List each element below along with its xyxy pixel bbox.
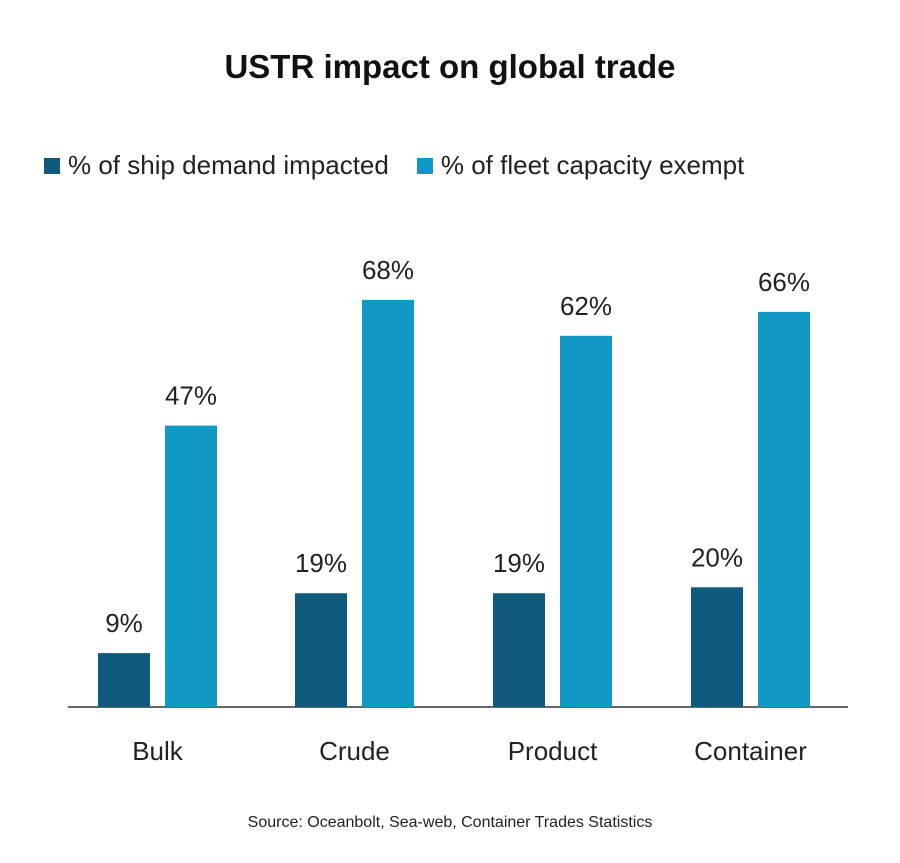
legend-swatch-fleet-exempt bbox=[416, 157, 433, 174]
bar-product-series-2 bbox=[560, 335, 612, 707]
data-label-bulk-series-2: 47% bbox=[165, 381, 217, 411]
bar-crude-series-2 bbox=[362, 299, 414, 707]
legend-label-fleet-exempt: % of fleet capacity exempt bbox=[440, 150, 745, 180]
category-label-bulk: Bulk bbox=[132, 736, 184, 766]
data-label-container-series-1: 20% bbox=[691, 542, 743, 572]
data-label-container-series-2: 66% bbox=[758, 267, 810, 297]
legend-item-demand-impacted: % of ship demand impacted bbox=[44, 150, 389, 181]
chart-title: USTR impact on global trade bbox=[224, 48, 676, 85]
source-note: Source: Oceanbolt, Sea-web, Container Tr… bbox=[247, 814, 653, 831]
data-label-product-series-1: 19% bbox=[493, 548, 545, 578]
data-label-bulk-series-1: 9% bbox=[105, 608, 143, 638]
legend-label-demand-impacted: % of ship demand impacted bbox=[68, 150, 389, 180]
data-label-product-series-2: 62% bbox=[560, 291, 612, 321]
chart-legend: % of ship demand impacted % of fleet cap… bbox=[44, 150, 772, 181]
bar-bulk-series-1 bbox=[98, 653, 150, 707]
data-label-crude-series-2: 68% bbox=[362, 255, 414, 285]
bar-crude-series-1 bbox=[295, 593, 347, 707]
category-label-product: Product bbox=[508, 736, 598, 766]
data-label-crude-series-1: 19% bbox=[295, 548, 347, 578]
legend-item-fleet-exempt: % of fleet capacity exempt bbox=[416, 150, 745, 181]
bar-container-series-2 bbox=[758, 311, 810, 707]
bar-container-series-1 bbox=[691, 587, 743, 707]
category-label-crude: Crude bbox=[319, 736, 390, 766]
bar-bulk-series-2 bbox=[165, 425, 217, 707]
bar-product-series-1 bbox=[493, 593, 545, 707]
legend-swatch-demand-impacted bbox=[44, 157, 60, 174]
category-label-container: Container bbox=[694, 736, 807, 766]
